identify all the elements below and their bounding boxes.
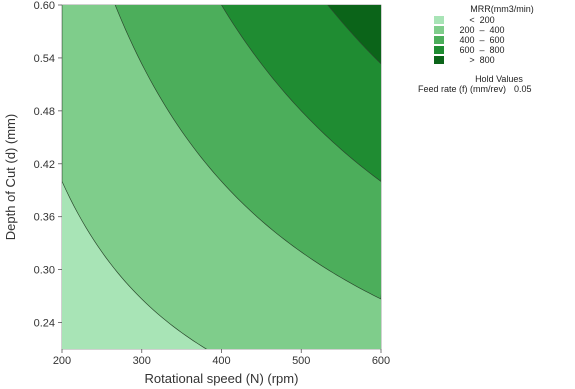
legend-entry: 400 – 600 xyxy=(418,35,568,45)
legend-label: 400 – 600 xyxy=(459,35,505,45)
x-tick-label: 200 xyxy=(53,355,71,367)
legend-entry: 200 – 400 xyxy=(418,25,568,35)
y-tick-label: 0.36 xyxy=(34,212,55,224)
y-axis-title: Depth of Cut (d) (mm) xyxy=(3,114,18,240)
hold-values-title: Hold Values xyxy=(475,74,523,84)
legend-label: < 200 xyxy=(469,15,495,25)
y-tick-label: 0.24 xyxy=(34,318,55,330)
legend-entry: > 800 xyxy=(418,55,568,65)
y-tick-label: 0.60 xyxy=(34,0,55,12)
hold-value-row: Feed rate (f) (mm/rev) 0.05 xyxy=(418,84,568,94)
hold-value: 0.05 xyxy=(514,84,532,94)
y-tick-label: 0.48 xyxy=(34,106,55,118)
legend-swatch xyxy=(434,26,444,34)
region-band-4 xyxy=(327,5,381,65)
x-axis-title: Rotational speed (N) (rpm) xyxy=(145,371,299,386)
legend-entry: 600 – 800 xyxy=(418,45,568,55)
hold-value-label: Feed rate (f) (mm/rev) xyxy=(418,84,507,94)
legend-swatch xyxy=(434,56,444,64)
legend-swatch xyxy=(434,36,444,44)
y-tick-label: 0.54 xyxy=(34,53,55,65)
y-tick-label: 0.30 xyxy=(34,265,55,277)
y-tick-label: 0.42 xyxy=(34,159,55,171)
x-tick-label: 400 xyxy=(212,355,230,367)
x-tick-label: 300 xyxy=(133,355,151,367)
legend-swatch xyxy=(434,46,444,54)
legend-label: 600 – 800 xyxy=(459,45,505,55)
legend-label: > 800 xyxy=(469,55,495,65)
legend-title: MRR(mm3/min) xyxy=(470,4,534,14)
legend: MRR(mm3/min) < 200 200 – 400 400 – 600 600 … xyxy=(418,4,568,94)
legend-swatch xyxy=(434,16,444,24)
legend-entry: < 200 xyxy=(418,15,568,25)
region-band-3 xyxy=(221,5,381,182)
x-tick-label: 600 xyxy=(372,355,390,367)
legend-label: 200 – 400 xyxy=(459,25,505,35)
x-tick-label: 500 xyxy=(292,355,310,367)
